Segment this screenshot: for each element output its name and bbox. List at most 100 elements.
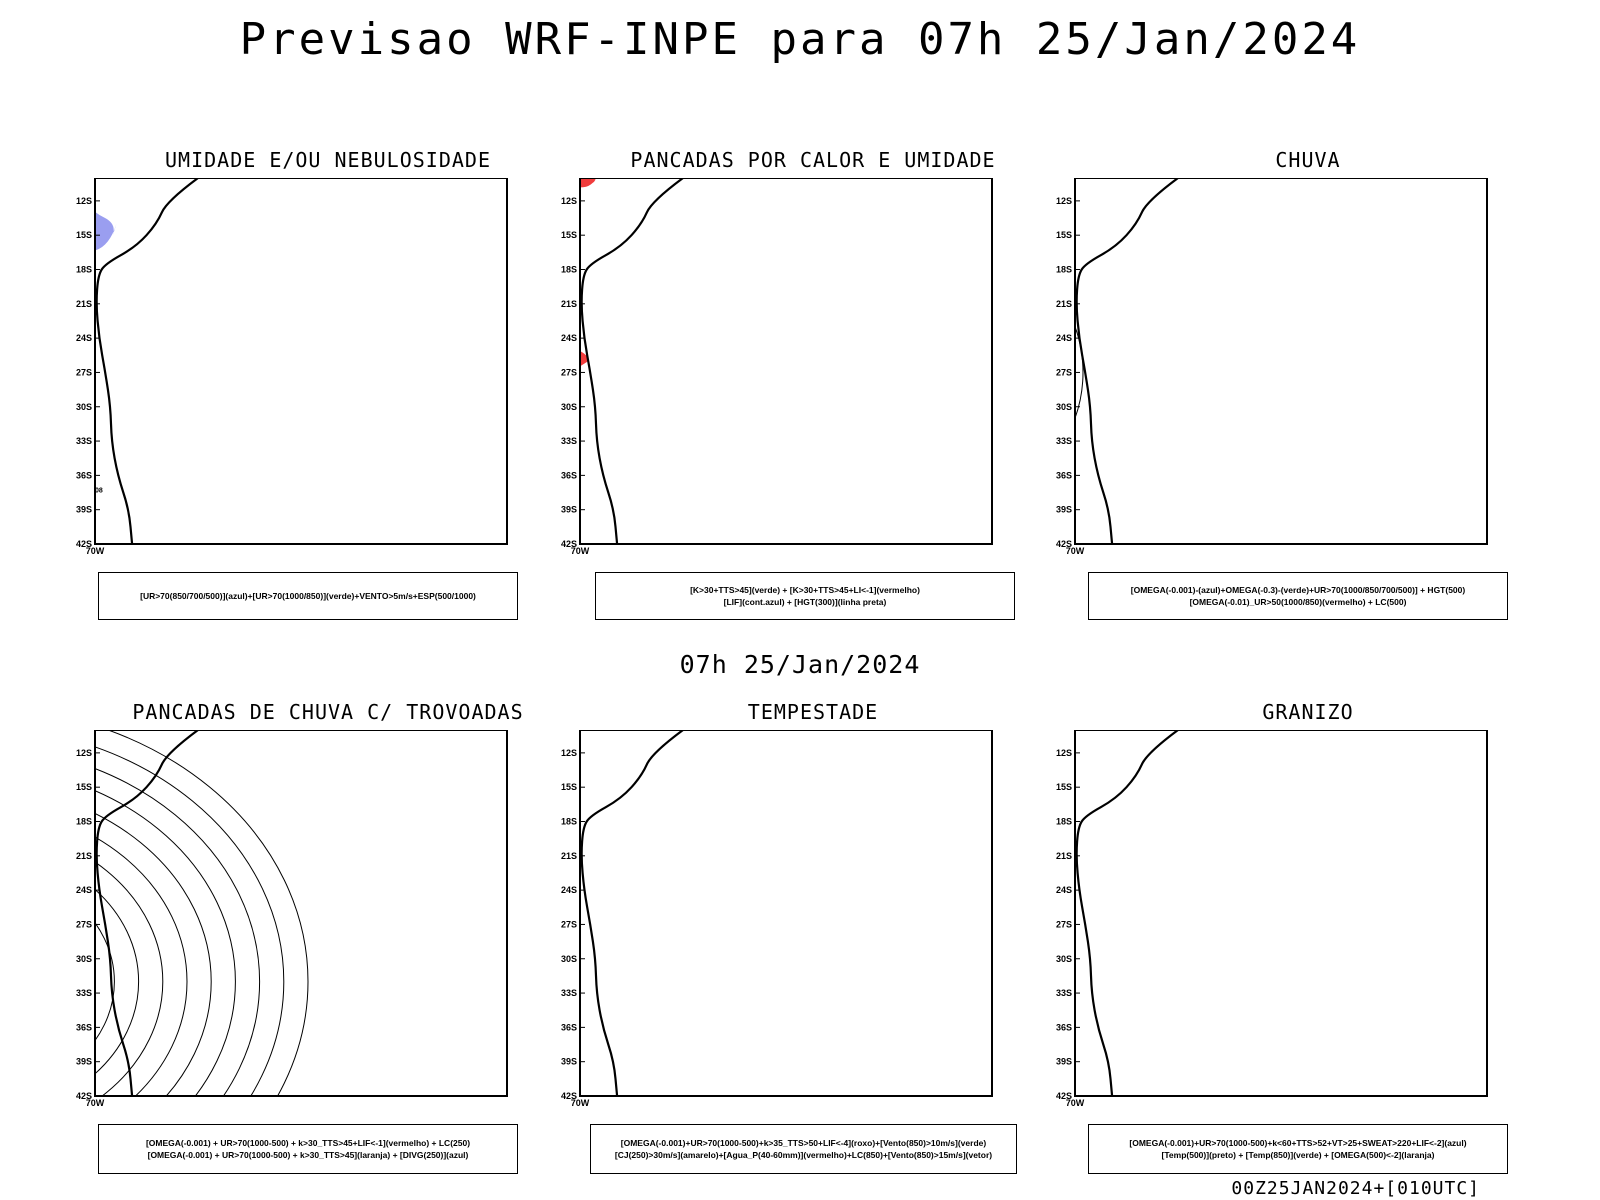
lat-label: 36S xyxy=(1056,470,1072,480)
legend-line: [OMEGA(-0.001) + UR>70(1000-500) + k>30_… xyxy=(145,1138,471,1148)
lat-label: 39S xyxy=(1056,505,1072,515)
temp-500 xyxy=(1040,776,1054,982)
precip-water xyxy=(545,821,553,986)
geography xyxy=(60,178,199,544)
legend-granizo: [OMEGA(-0.001)+UR>70(1000-500)+k<60+TTS>… xyxy=(1088,1124,1508,1174)
legend-umidade: [UR>70(850/700/500)](azul)+[UR>70(1000/8… xyxy=(98,572,518,620)
lat-label: 12S xyxy=(561,748,577,758)
lat-label: 30S xyxy=(76,402,92,412)
valid-time-title: 07h 25/Jan/2024 xyxy=(679,650,921,679)
lat-label: 27S xyxy=(561,919,577,929)
lat-label: 18S xyxy=(561,265,577,275)
panel-title: CHUVA xyxy=(1275,148,1341,172)
wind-850 xyxy=(545,1047,549,1058)
lat-label: 24S xyxy=(561,333,577,343)
country-border xyxy=(545,876,549,1021)
legend-trovoadas: [OMEGA(-0.001) + UR>70(1000-500) + k>30_… xyxy=(98,1124,518,1174)
temp-850 xyxy=(1040,791,1041,941)
temp-500 xyxy=(1040,1016,1054,1050)
temp-850 xyxy=(1040,807,1053,923)
lat-label: 12S xyxy=(76,196,92,206)
legend-pancadas-calor: [K>30+TTS>45](verde) + [K>30+TTS>45+LI<-… xyxy=(595,572,1015,620)
contour-label: 1008 xyxy=(87,488,103,495)
andes-coast xyxy=(1075,730,1179,1096)
axes: 12S15S18S21S24S27S30S33S36S39S42S70W65W6… xyxy=(1056,178,1488,556)
lat-label: 18S xyxy=(76,265,92,275)
lat-label: 33S xyxy=(561,988,577,998)
streamline xyxy=(95,888,140,1075)
map-frame xyxy=(94,730,508,1097)
panel-umidade: UMIDADE E/OU NEBULOSIDADE 10121012101210… xyxy=(60,148,560,620)
lat-label: 12S xyxy=(1056,196,1072,206)
thickness-contour xyxy=(60,235,70,244)
contour-label: 1016 xyxy=(60,396,62,403)
map-area xyxy=(1075,730,1487,1096)
omega-500 xyxy=(1049,770,1057,776)
base-map xyxy=(1075,178,1487,544)
lat-label: 27S xyxy=(1056,367,1072,377)
axes: 12S15S18S21S24S27S30S33S36S39S42S70W65W6… xyxy=(561,730,993,1108)
k-tts-li-area xyxy=(580,351,591,367)
legend-chuva: [OMEGA(-0.001)-(azul)+OMEGA(-0.3)-(verde… xyxy=(1088,572,1508,620)
streamline xyxy=(95,836,188,1096)
lat-label: 21S xyxy=(76,299,92,309)
country-border xyxy=(60,324,64,469)
lon-label: 70W xyxy=(86,546,105,556)
panel-trovoadas: PANCADAS DE CHUVA C/ TROVOADAS 12S 15S 18S… xyxy=(60,700,560,1174)
map-area xyxy=(95,730,507,1096)
lat-label: 39S xyxy=(76,1057,92,1067)
legend-line: [CJ(250)>30m/s](amarelo)+[Agua_P(40-60mm… xyxy=(614,1150,993,1160)
lat-label: 42S xyxy=(561,539,577,549)
main-title: Previsao WRF-INPE para 07h 25/Jan/2024 xyxy=(239,14,1361,65)
geography xyxy=(1040,178,1179,544)
lat-label: 33S xyxy=(76,436,92,446)
lat-label: 24S xyxy=(1056,333,1072,343)
lat-label: 33S xyxy=(1056,436,1072,446)
country-border xyxy=(1040,324,1044,469)
panel-title: PANCADAS POR CALOR E UMIDADE xyxy=(630,148,996,172)
axes: 12S15S18S21S24S27S30S33S36S39S42S70W65W6… xyxy=(76,178,508,556)
lat-label: 15S xyxy=(561,230,577,240)
lat-label: 21S xyxy=(561,851,577,861)
lat-label: 21S xyxy=(1056,851,1072,861)
andes-coast xyxy=(580,178,684,544)
map-frame xyxy=(579,178,993,545)
thunder-area xyxy=(60,776,63,784)
legend-line: [OMEGA(-0.001)-(azul)+OMEGA(-0.3)-(verde… xyxy=(1130,585,1466,595)
legend-line: [Temp(500)](preto) + [Temp(850)](verde) … xyxy=(1161,1150,1435,1160)
height-contour xyxy=(1040,235,1049,510)
lat-label: 18S xyxy=(1056,265,1072,275)
geography xyxy=(545,730,684,1096)
base-map xyxy=(580,178,992,544)
lat-label: 33S xyxy=(561,436,577,446)
lat-label: 18S xyxy=(1056,817,1072,827)
legend-line: [OMEGA(-0.001)+UR>70(1000-500)+k<60+TTS>… xyxy=(1129,1138,1467,1148)
k-tts-li-area xyxy=(580,356,581,358)
lat-label: 30S xyxy=(1056,402,1072,412)
lat-label: 39S xyxy=(76,505,92,515)
map-trovoadas: 12S15S18S21S24S27S30S33S36S39S42S70W65W6… xyxy=(60,730,508,1108)
lat-label: 42S xyxy=(1056,539,1072,549)
map-umidade: 1012101210121016101610161020102010081008… xyxy=(60,178,508,556)
lat-label: 24S xyxy=(76,333,92,343)
map-area xyxy=(95,178,507,544)
height-contour xyxy=(1075,325,1084,420)
panel-title: GRANIZO xyxy=(1262,700,1354,724)
legend-line: [OMEGA(-0.001) + UR>70(1000-500) + k>30_… xyxy=(147,1150,469,1160)
lat-label: 21S xyxy=(561,299,577,309)
k-tts-li-area xyxy=(545,203,559,225)
streamline xyxy=(60,904,66,1059)
lon-label: 70W xyxy=(571,1098,590,1108)
lat-label: 24S xyxy=(561,885,577,895)
thunder-area xyxy=(76,769,87,776)
divergence xyxy=(77,799,85,805)
map-frame xyxy=(1074,730,1488,1097)
run-info: 00Z25JAN2024+[010UTC] xyxy=(1231,1178,1480,1199)
legend-line: [OMEGA(-0.001)+UR>70(1000-500)+k>35_TTS>… xyxy=(620,1138,987,1148)
map-chuva: 58257657358557957958812S 15S 18S 21S 24S 27S 3… xyxy=(1040,178,1488,556)
streamline xyxy=(95,746,285,1096)
wind-850 xyxy=(560,1000,576,1010)
fields: 9680968096009600944095209600980096009800… xyxy=(545,178,684,544)
map-area xyxy=(1075,178,1487,544)
rh-contour xyxy=(60,276,66,344)
